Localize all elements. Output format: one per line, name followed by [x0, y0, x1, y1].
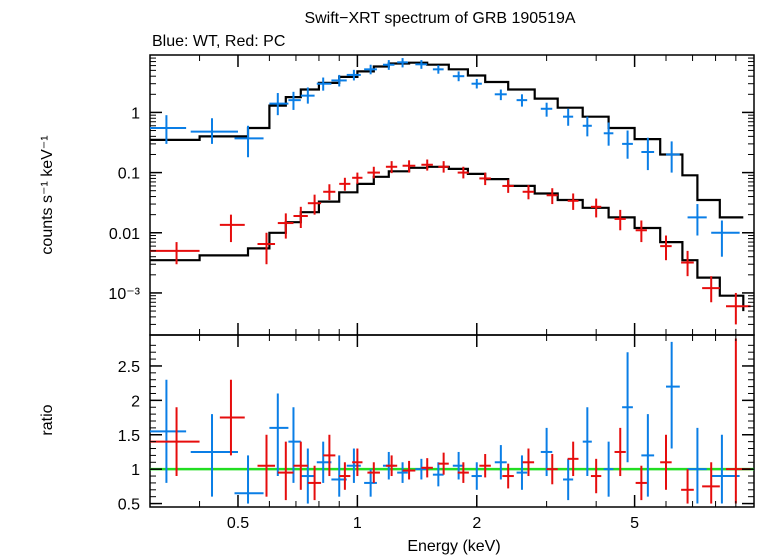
y-tick-label: 10⁻³	[108, 286, 140, 303]
y-tick-label: 1.5	[118, 428, 140, 445]
top-y-axis-label: counts s⁻¹ keV⁻¹	[39, 135, 56, 254]
model-step-line-1	[150, 61, 744, 219]
y-tick-label: 0.01	[109, 226, 140, 243]
x-axis-label: Energy (keV)	[407, 538, 500, 555]
spectrum-series-2	[150, 159, 751, 325]
top-plot-frame	[149, 54, 755, 336]
bottom-plot-frame	[149, 334, 755, 508]
y-tick-label: 2	[131, 393, 140, 410]
spectrum-panel: 10⁻³ 0.01 0.1 1	[108, 54, 755, 336]
model-step-line-2	[150, 165, 745, 312]
ratio-panel: 0.5 1 1.5 2 2.5 0.5 1 2 5	[118, 334, 755, 532]
y-tick-label: 0.5	[118, 497, 140, 514]
x-tick-label: 5	[630, 515, 639, 532]
y-tick-label: 1	[131, 105, 140, 122]
ratio-series-1	[150, 341, 740, 504]
x-tick-label: 0.5	[227, 515, 249, 532]
bottom-y-axis-label: ratio	[39, 404, 56, 435]
y-tick-label: 1	[131, 462, 140, 479]
chart-subtitle: Blue: WT, Red: PC	[152, 33, 285, 50]
x-tick-label: 1	[353, 515, 362, 532]
y-tick-label: 2.5	[118, 359, 140, 376]
ratio-series-2	[150, 338, 751, 504]
x-tick-label: 2	[472, 515, 481, 532]
y-tick-label: 0.1	[118, 166, 140, 183]
spectrum-series-1	[150, 58, 740, 257]
chart-title: Swift−XRT spectrum of GRB 190519A	[304, 10, 575, 27]
